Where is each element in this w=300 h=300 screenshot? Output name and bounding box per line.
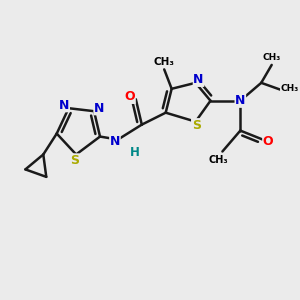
Text: N: N	[235, 94, 245, 107]
Text: CH₃: CH₃	[154, 57, 175, 67]
Text: CH₃: CH₃	[280, 84, 299, 93]
Text: N: N	[194, 73, 204, 86]
Text: N: N	[94, 102, 104, 115]
Text: S: S	[192, 119, 201, 132]
Text: CH₃: CH₃	[262, 53, 281, 62]
Text: O: O	[124, 90, 135, 104]
Text: CH₃: CH₃	[208, 155, 228, 165]
Text: S: S	[70, 154, 79, 167]
Text: N: N	[59, 99, 69, 112]
Text: N: N	[110, 135, 120, 148]
Text: H: H	[129, 146, 139, 159]
Text: O: O	[263, 134, 273, 148]
